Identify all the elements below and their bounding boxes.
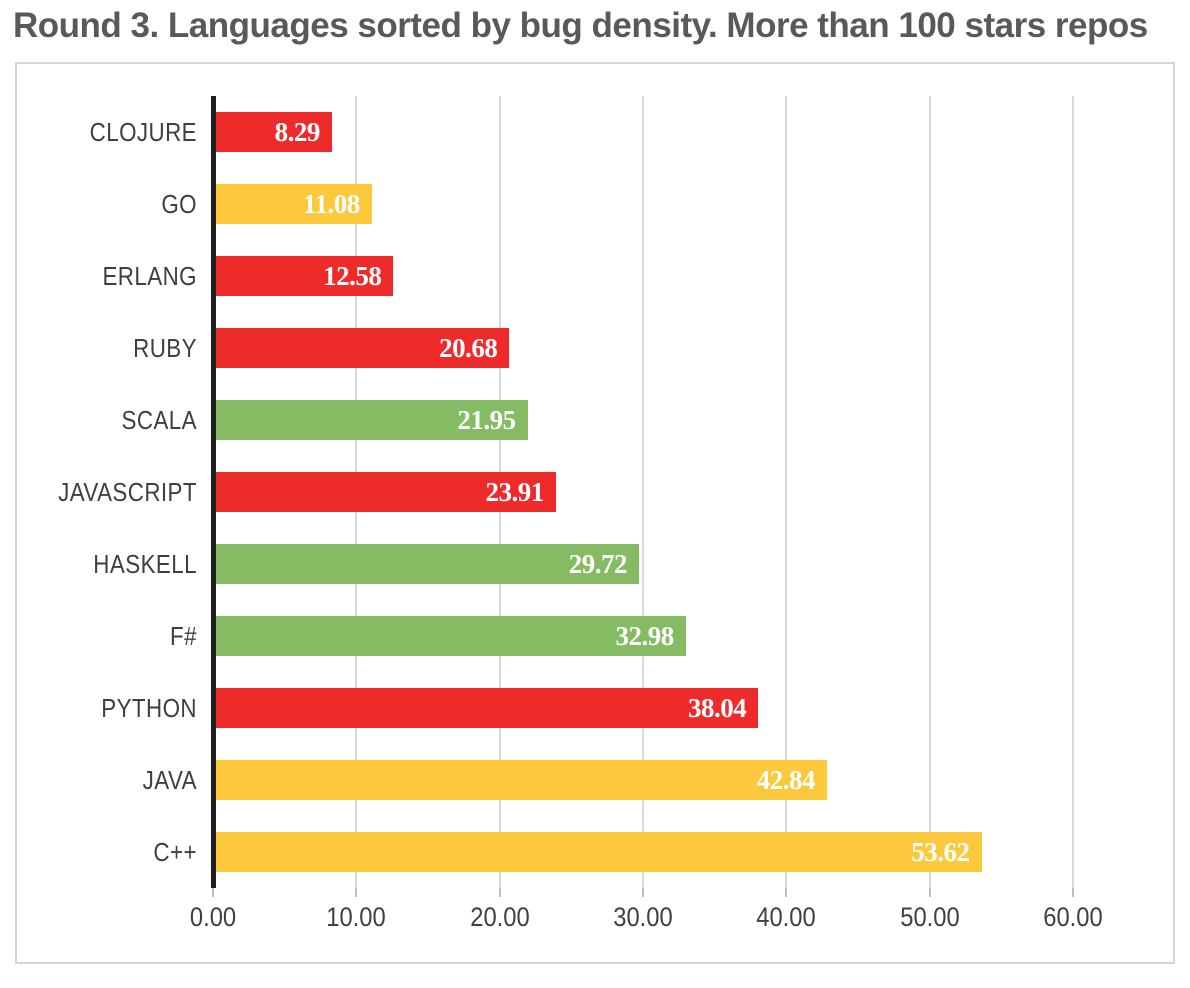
bar-row: 23.91 <box>213 456 1073 528</box>
bar-row: 20.68 <box>213 312 1073 384</box>
gridline <box>1072 96 1074 888</box>
axis-tick-mark <box>355 888 358 897</box>
value-label: 38.04 <box>687 692 747 723</box>
value-label: 32.98 <box>615 620 674 651</box>
gridline <box>928 96 931 888</box>
category-label-java: JAVA <box>142 764 197 795</box>
value-label: 8.29 <box>274 116 321 147</box>
value-label: 53.62 <box>911 836 970 867</box>
gridline <box>785 96 788 888</box>
value-label: 23.91 <box>485 476 544 507</box>
bar-f#: 32.98 <box>213 616 686 656</box>
chart-title: Round 3. Languages sorted by bug density… <box>13 6 1148 45</box>
bar-row: 11.08 <box>213 168 1073 240</box>
bar-row: 12.58 <box>213 240 1073 312</box>
bar-java: 42.84 <box>213 760 828 800</box>
value-label: 12.58 <box>323 260 382 291</box>
axis-tick-mark <box>928 888 931 897</box>
axis-tick-mark <box>642 888 644 897</box>
bar-row: 29.72 <box>213 528 1073 600</box>
value-label: 20.68 <box>439 332 498 363</box>
chart-container: CLOJURE GO ERLANG RUBY SCALA JAVASCRIPT HASKEL… <box>15 62 1175 964</box>
x-tick-label: 20.00 <box>469 902 530 932</box>
axis-tick-mark <box>212 888 214 897</box>
bar-ruby: 20.68 <box>213 328 510 368</box>
bar-row: 21.95 <box>213 384 1073 456</box>
x-axis: 0.00 10.00 20.00 30.00 40.00 50.00 60.00 <box>190 902 1103 942</box>
x-tick-label: 30.00 <box>613 902 673 932</box>
bar-c++: 53.62 <box>213 832 982 872</box>
x-tick-label: 0.00 <box>189 902 237 932</box>
category-label-c++: C++ <box>153 836 197 867</box>
bar-scala: 21.95 <box>213 400 528 440</box>
value-label: 21.95 <box>457 404 516 435</box>
bar-go: 11.08 <box>213 184 372 224</box>
x-tick-label: 60.00 <box>1043 902 1103 932</box>
category-label-erlang: ERLANG <box>102 260 197 291</box>
plot-area: 8.29 11.08 12.58 20.68 21.95 23.91 29.72 32.98 3… <box>211 96 1074 897</box>
category-label-go: GO <box>161 188 197 219</box>
category-label-javascript: JAVASCRIPT <box>58 476 197 507</box>
category-label-ruby: RUBY <box>133 332 197 363</box>
category-label-f#: F# <box>170 620 197 651</box>
bar-row: 8.29 <box>213 96 1073 168</box>
category-label-clojure: CLOJURE <box>89 116 197 147</box>
category-label-scala: SCALA <box>121 404 197 435</box>
x-tick-label: 10.00 <box>326 902 387 932</box>
axis-tick-mark <box>785 888 788 897</box>
bar-erlang: 12.58 <box>213 256 394 296</box>
bar-row: 42.84 <box>213 744 1073 816</box>
axis-tick-mark <box>498 888 501 897</box>
bar-haskell: 29.72 <box>213 544 639 584</box>
bar-row: 32.98 <box>213 600 1073 672</box>
bar-row: 53.62 <box>213 816 1073 888</box>
category-label-python: PYTHON <box>101 692 197 723</box>
category-axis: CLOJURE GO ERLANG RUBY SCALA JAVASCRIPT HASKEL… <box>17 96 197 888</box>
gridline <box>642 96 644 888</box>
value-label: 11.08 <box>303 188 360 219</box>
x-tick-label: 50.00 <box>899 902 960 932</box>
value-label: 42.84 <box>756 764 816 795</box>
category-label-haskell: HASKELL <box>93 548 197 579</box>
bar-clojure: 8.29 <box>213 112 332 152</box>
y-axis-line <box>211 96 216 888</box>
bar-python: 38.04 <box>213 688 759 728</box>
bar-row: 38.04 <box>213 672 1073 744</box>
bar-javascript: 23.91 <box>213 472 556 512</box>
x-tick-label: 40.00 <box>756 902 817 932</box>
value-label: 29.72 <box>568 548 628 579</box>
axis-tick-mark <box>1072 888 1074 897</box>
